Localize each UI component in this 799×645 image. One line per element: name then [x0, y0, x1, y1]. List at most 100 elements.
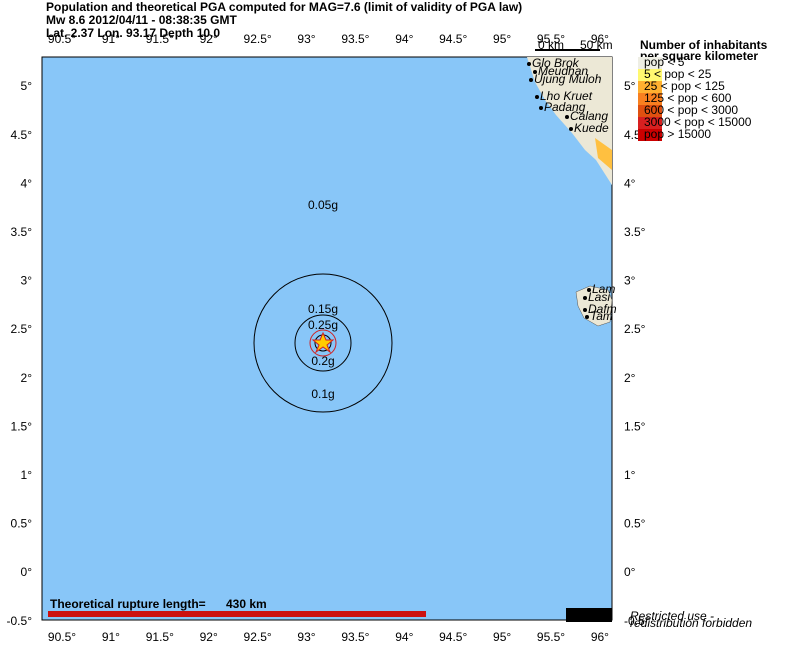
scale-end: 50 km	[580, 38, 613, 52]
legend-swatch	[638, 81, 662, 93]
city-dot	[583, 308, 587, 312]
lat-label: 4°	[624, 176, 636, 190]
lat-label: 3.5°	[624, 225, 646, 239]
lon-label: 93.5°	[341, 630, 369, 644]
lon-label: 96°	[591, 32, 609, 46]
lat-label: 0.5°	[11, 517, 33, 531]
lon-label: 94°	[395, 630, 413, 644]
lat-label: 0°	[624, 565, 636, 579]
lon-label: 93°	[297, 32, 315, 46]
lat-label: -0.5°	[624, 614, 650, 628]
rupture-label: Theoretical rupture length=	[50, 597, 206, 611]
logo-box	[566, 608, 612, 622]
legend-swatch	[638, 69, 662, 81]
rupture-bar	[48, 611, 426, 617]
lon-label: 90.5°	[48, 630, 76, 644]
city-label: Lasi	[588, 290, 610, 304]
legend-label: 5 < pop < 25	[644, 67, 712, 81]
lat-label: 3°	[624, 274, 636, 288]
lon-label: 91.5°	[146, 32, 174, 46]
lon-label: 95.5°	[537, 32, 565, 46]
contour-label: 0.15g	[308, 302, 338, 316]
lat-label: 1.5°	[11, 419, 33, 433]
city-label: Lam	[592, 282, 615, 296]
legend-label: 600 < pop < 3000	[644, 103, 738, 117]
lon-label: 93°	[297, 630, 315, 644]
city-dot	[539, 106, 543, 110]
lon-label: 95°	[493, 32, 511, 46]
notice: redistribution forbidden	[630, 616, 752, 630]
contour-label: 0.05g	[308, 198, 338, 212]
city-dot	[565, 115, 569, 119]
lon-label: 94.5°	[439, 630, 467, 644]
city-label: Dafm	[588, 302, 617, 316]
city-label: Tam	[590, 309, 613, 323]
lat-label: -0.5°	[7, 614, 33, 628]
city-label: Lho Kruet	[540, 89, 593, 103]
lat-label: 4.5°	[11, 128, 33, 142]
lon-label: 90.5°	[48, 32, 76, 46]
legend-swatch	[638, 57, 662, 69]
city-dot	[535, 95, 539, 99]
header-line: Population and theoretical PGA computed …	[46, 0, 522, 14]
lon-label: 91°	[102, 32, 120, 46]
contour	[309, 329, 337, 357]
lon-label: 93.5°	[341, 32, 369, 46]
sea	[41, 56, 613, 621]
lat-label: 1.5°	[624, 419, 646, 433]
lon-label: 94.5°	[439, 32, 467, 46]
city-dot	[569, 127, 573, 131]
lon-label: 96°	[591, 630, 609, 644]
legend-title: per square kilometer	[640, 49, 758, 63]
epicenter	[311, 331, 335, 354]
city-dot	[585, 315, 589, 319]
contour-label: 0.1g	[311, 387, 334, 401]
header-line: Mw 8.6 2012/04/11 - 08:38:35 GMT	[46, 13, 237, 27]
legend-swatch	[638, 117, 662, 129]
legend-label: 3000 < pop < 15000	[644, 115, 752, 129]
legend-label: pop < 5	[644, 55, 685, 69]
lon-label: 95°	[493, 630, 511, 644]
land	[527, 57, 612, 185]
scale-start: 0 km	[538, 38, 564, 52]
lat-label: 4°	[21, 176, 33, 190]
city-label: Kuede	[574, 121, 609, 135]
lat-label: 3°	[21, 274, 33, 288]
lat-label: 1°	[21, 468, 33, 482]
lat-label: 5°	[21, 79, 33, 93]
notice: Restricted use -	[630, 609, 714, 623]
lon-label: 92.5°	[244, 630, 272, 644]
city-label: Calang	[570, 109, 608, 123]
lat-label: 0.5°	[624, 517, 646, 531]
city-label: Padang	[544, 100, 586, 114]
legend-title: Number of inhabitants	[640, 38, 768, 52]
lon-label: 92°	[200, 630, 218, 644]
lat-label: 1°	[624, 468, 636, 482]
lat-label: 2.5°	[11, 322, 33, 336]
header-line: Lat. 2.37 Lon. 93.17 Depth 10.0	[46, 26, 220, 40]
contour	[294, 314, 352, 372]
city-label: Glo Brok	[532, 56, 580, 70]
lat-label: 2.5°	[624, 322, 646, 336]
city-label: Meudhan	[538, 64, 588, 78]
lon-label: 92.5°	[244, 32, 272, 46]
lat-label: 2°	[21, 371, 33, 385]
lat-label: 0°	[21, 565, 33, 579]
lon-label: 94°	[395, 32, 413, 46]
lon-label: 92°	[200, 32, 218, 46]
legend-label: 25 < pop < 125	[644, 79, 725, 93]
contour	[253, 273, 393, 413]
legend-swatch	[638, 105, 662, 117]
contour-label: 0.25g	[308, 318, 338, 332]
city-dot	[533, 70, 537, 74]
legend-label: 125 < pop < 600	[644, 91, 732, 105]
legend-label: pop > 15000	[644, 127, 711, 141]
legend-swatch	[638, 129, 662, 141]
logo: EMSC	[572, 607, 607, 621]
lon-label: 91.5°	[146, 630, 174, 644]
city-dot	[527, 62, 531, 66]
contour-label: 0.2g	[311, 354, 334, 368]
legend-swatch	[638, 93, 662, 105]
lon-label: 91°	[102, 630, 120, 644]
